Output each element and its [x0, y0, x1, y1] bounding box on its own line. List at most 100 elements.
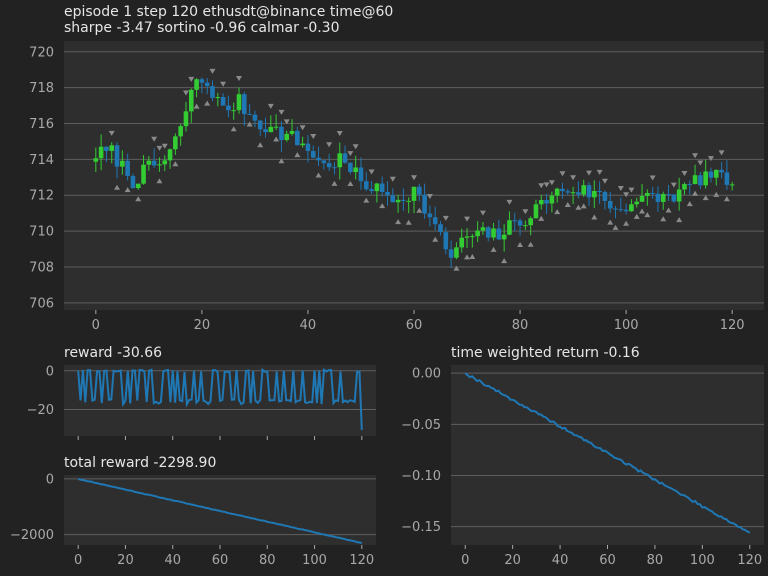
candle-body: [146, 160, 152, 165]
candle-body: [692, 175, 698, 185]
buy-marker: [490, 246, 497, 252]
total-reward-x-tick-labels: 0 20 40 60 80 100 120: [74, 545, 374, 568]
sell-marker: [506, 199, 513, 205]
candle-body: [629, 204, 634, 212]
candle-body: [257, 120, 263, 130]
buy-marker: [405, 219, 412, 225]
buy-marker: [416, 207, 423, 213]
x-tick-label: 80: [259, 553, 276, 568]
buy-marker: [204, 100, 211, 106]
candle-body: [215, 97, 221, 99]
sell-marker: [442, 215, 449, 221]
sell-marker: [209, 68, 216, 74]
price-trade-markers: [108, 68, 730, 271]
y-tick-label: 708: [29, 260, 54, 275]
reward-y-tick-labels: 0 −20: [27, 364, 54, 418]
sell-marker: [236, 76, 242, 82]
sell-marker: [596, 169, 603, 175]
buy-marker: [660, 216, 667, 222]
x-tick-label: 120: [349, 553, 374, 568]
candle-body: [406, 200, 411, 202]
candle-body: [682, 184, 687, 190]
candle-body: [173, 136, 178, 150]
sell-marker: [692, 153, 699, 159]
candle-body: [310, 150, 316, 158]
sell-marker: [108, 130, 115, 136]
total-reward-line: [77, 477, 363, 544]
y-tick-label: −20: [27, 403, 54, 418]
candle-body: [326, 163, 332, 168]
buy-marker: [692, 190, 699, 196]
candle-body: [660, 194, 666, 202]
candle-body: [671, 194, 677, 202]
candle-body: [199, 79, 205, 83]
candle-body: [98, 146, 104, 159]
candle-body: [395, 199, 401, 203]
candle-body: [204, 82, 210, 87]
price-x-tick-labels: 0 20 40 60 80 100 120: [92, 310, 745, 333]
candle-body: [618, 209, 624, 211]
x-tick-label: 80: [647, 553, 664, 568]
candle-body: [676, 189, 682, 202]
sell-marker: [156, 145, 163, 151]
price-y-tick-labels: 706 708 710 712 714 716 718 720: [29, 45, 54, 311]
y-tick-label: −2000: [10, 528, 54, 543]
buy-marker: [713, 191, 720, 197]
sell-marker: [283, 119, 290, 125]
buy-marker: [379, 203, 386, 209]
candle-body: [560, 188, 565, 192]
candle-body: [157, 164, 162, 166]
buy-marker: [257, 142, 264, 148]
candle-body: [135, 183, 141, 189]
sell-marker: [267, 103, 274, 109]
candle-body: [480, 227, 486, 231]
buy-marker: [591, 214, 598, 220]
buy-marker: [363, 197, 370, 203]
sell-marker: [278, 109, 285, 115]
buy-marker: [723, 196, 730, 202]
y-tick-label: 714: [29, 153, 54, 168]
candle-body: [141, 164, 146, 184]
twr-axes: [451, 365, 764, 545]
twr-line: [464, 372, 751, 534]
candle-body: [613, 208, 618, 210]
sell-marker: [352, 144, 359, 150]
candle-body: [607, 200, 613, 209]
candle-body: [703, 171, 708, 186]
candle-body: [639, 195, 645, 202]
sell-marker: [411, 175, 417, 181]
candle-body: [507, 220, 512, 235]
candle-body: [576, 192, 581, 195]
candle-body: [512, 220, 518, 222]
candle-body: [708, 171, 714, 178]
candle-body: [496, 228, 502, 240]
sell-marker: [649, 175, 656, 181]
candle-body: [348, 162, 353, 173]
candle-body: [305, 143, 311, 151]
sell-marker: [601, 178, 608, 184]
y-tick-label: −0.05: [401, 418, 441, 433]
candle-body: [645, 192, 650, 196]
price-candles: [93, 77, 735, 269]
buy-marker: [273, 136, 280, 142]
buy-marker: [294, 152, 301, 158]
sell-marker: [299, 125, 306, 131]
candle-body: [374, 183, 380, 192]
buy-marker: [639, 208, 646, 214]
candle-body: [109, 145, 115, 151]
candle-body: [130, 175, 136, 189]
buy-marker: [432, 236, 439, 242]
buy-marker: [607, 219, 614, 225]
buy-marker: [686, 201, 693, 207]
buy-marker: [395, 219, 402, 225]
y-tick-label: 718: [29, 81, 54, 96]
buy-marker: [644, 212, 651, 218]
candle-body: [459, 237, 465, 248]
buy-marker: [246, 121, 253, 127]
buy-marker: [347, 181, 354, 187]
buy-marker: [676, 217, 683, 223]
candle-body: [698, 175, 703, 186]
candle-body: [713, 169, 719, 178]
candle-body: [432, 217, 438, 225]
buy-marker: [575, 204, 582, 210]
